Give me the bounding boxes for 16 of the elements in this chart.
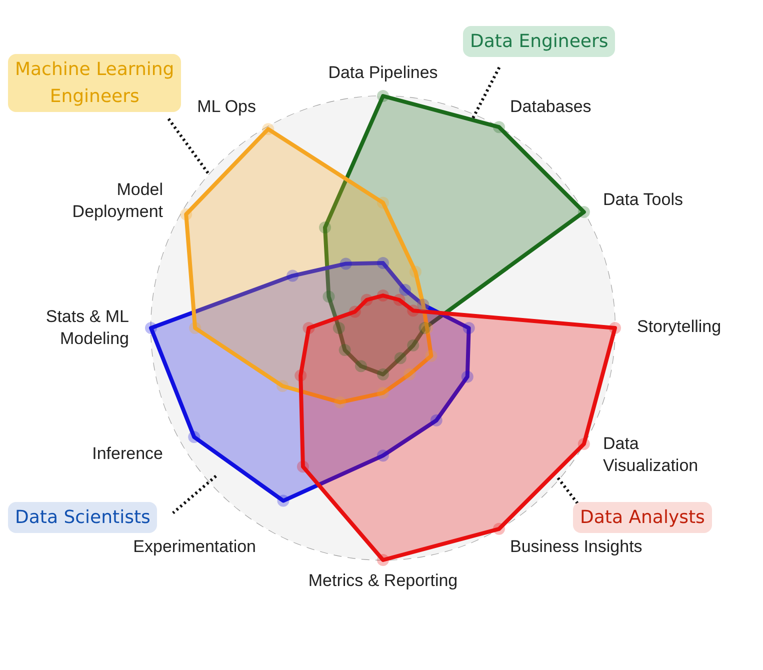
spoke-label: Model Deployment: [72, 180, 164, 222]
spoke-label: Stats & ML Modeling: [46, 308, 129, 349]
text: Data Analysts: [580, 506, 705, 530]
text: Data Scientists: [15, 506, 150, 530]
spoke-label: Business Insights: [510, 537, 642, 556]
spoke-label: Data Tools: [602, 190, 683, 210]
spoke-label: Storytelling: [637, 317, 722, 336]
spoke-label: Experimentation: [133, 537, 256, 556]
spoke-label: Metrics & Reporting: [308, 571, 458, 590]
spoke-label: Inference: [92, 444, 164, 464]
spoke-label: ML Ops: [197, 98, 256, 117]
text: Machine Learning Engineers: [15, 58, 174, 109]
spoke-label: Data Visualization: [602, 434, 698, 476]
spoke-label: Data Pipelines: [328, 63, 438, 82]
text: Data Engineers: [470, 30, 608, 54]
spoke-label: Databases: [510, 98, 592, 117]
